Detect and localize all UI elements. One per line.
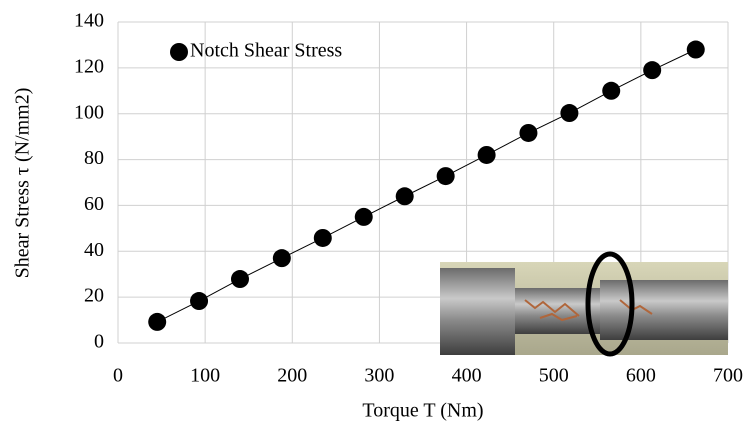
data-point: [643, 61, 661, 79]
data-point: [314, 229, 332, 247]
x-tick-label: 100: [190, 365, 220, 387]
x-tick-label: 700: [713, 365, 743, 387]
x-tick-label: 0: [113, 365, 123, 387]
legend-marker: [170, 43, 188, 61]
data-point: [437, 167, 455, 185]
data-point: [148, 313, 166, 331]
y-tick-label: 120: [74, 55, 104, 77]
data-point: [602, 82, 620, 100]
x-tick-label: 300: [364, 365, 394, 387]
data-point: [273, 249, 291, 267]
x-tick-label: 500: [539, 365, 569, 387]
data-point: [687, 41, 705, 59]
data-point: [190, 292, 208, 310]
inset-photo: [440, 254, 728, 355]
data-point: [560, 104, 578, 122]
data-point: [355, 208, 373, 226]
y-tick-label: 20: [84, 285, 104, 307]
legend-label: Notch Shear Stress: [190, 40, 342, 62]
y-tick-label: 100: [74, 101, 104, 123]
data-point: [478, 146, 496, 164]
chart: 0 20 40 60 80 100 120 140 0 100 200 300 400 500 600 700…: [0, 0, 743, 430]
y-tick-label: 0: [94, 331, 104, 353]
y-tick-label: 40: [84, 239, 104, 261]
x-tick-label: 600: [626, 365, 656, 387]
y-tick-label: 60: [84, 193, 104, 215]
y-tick-label: 80: [84, 147, 104, 169]
x-tick-label: 200: [277, 365, 307, 387]
data-point: [519, 124, 537, 142]
data-point: [231, 270, 249, 288]
y-tick-label: 140: [74, 10, 104, 32]
x-tick-label: 400: [452, 365, 482, 387]
data-point: [396, 187, 414, 205]
y-axis-label: Shear Stress τ (N/mm2): [12, 88, 34, 279]
x-axis-label: Torque T (Nm): [362, 400, 483, 422]
